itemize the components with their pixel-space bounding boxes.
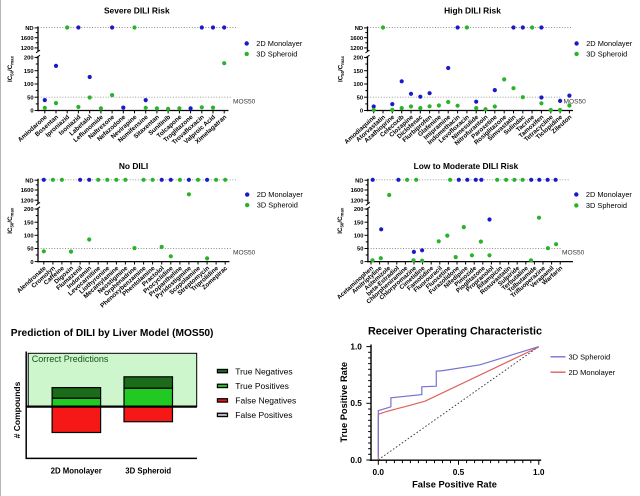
svg-text:MOS50: MOS50	[233, 250, 256, 257]
svg-text:0: 0	[360, 109, 363, 115]
svg-text:50: 50	[357, 247, 363, 253]
svg-text:ND: ND	[355, 26, 363, 32]
svg-text:200: 200	[354, 207, 364, 213]
svg-text:100: 100	[354, 234, 364, 240]
svg-text:True Positives: True Positives	[235, 381, 289, 391]
svg-text:1200: 1200	[351, 198, 364, 204]
svg-text:1200: 1200	[350, 46, 363, 52]
svg-text:True Positive Rate: True Positive Rate	[339, 362, 349, 443]
svg-text:ND: ND	[25, 178, 33, 184]
svg-text:3D Spheroid: 3D Spheroid	[569, 353, 611, 362]
svg-text:2D Monolayer: 2D Monolayer	[256, 39, 303, 48]
svg-text:IC50/Cmax: IC50/Cmax	[7, 55, 14, 82]
svg-text:200: 200	[353, 56, 363, 62]
svg-text:50: 50	[27, 95, 33, 101]
svg-text:150: 150	[353, 69, 363, 75]
svg-text:False Negatives: False Negatives	[235, 396, 296, 406]
svg-text:1200: 1200	[21, 46, 34, 52]
svg-text:High DILI Risk: High DILI Risk	[444, 6, 501, 16]
svg-text:IC50/Cmax: IC50/Cmax	[337, 207, 344, 234]
svg-text:0: 0	[30, 109, 33, 115]
svg-text:150: 150	[24, 69, 34, 75]
svg-text:1600: 1600	[350, 36, 363, 42]
svg-text:ND: ND	[355, 178, 363, 184]
svg-text:MOS50: MOS50	[233, 98, 256, 105]
svg-text:ND: ND	[25, 26, 33, 32]
svg-text:True Negatives: True Negatives	[235, 366, 292, 376]
svg-text:2D Monolayer: 2D Monolayer	[586, 190, 633, 199]
svg-text:0: 0	[360, 260, 363, 266]
svg-text:2D Monolayer: 2D Monolayer	[586, 39, 633, 48]
svg-text:MOS50: MOS50	[562, 250, 585, 257]
svg-text:200: 200	[24, 207, 34, 213]
svg-text:Receiver Operating Characteris: Receiver Operating Characteristic	[368, 326, 542, 338]
svg-text:IC50/Cmax: IC50/Cmax	[7, 207, 14, 234]
svg-text:3D Spheroid: 3D Spheroid	[256, 49, 297, 58]
svg-text:200: 200	[24, 56, 34, 62]
svg-text:1.0: 1.0	[533, 467, 545, 477]
svg-text:3D Spheroid: 3D Spheroid	[586, 49, 627, 58]
svg-text:False Positives: False Positives	[235, 410, 292, 420]
svg-text:MOS50: MOS50	[564, 98, 587, 105]
svg-text:1600: 1600	[21, 188, 34, 194]
svg-text:2D Monolayer: 2D Monolayer	[257, 190, 304, 199]
svg-text:IC50/Cmax: IC50/Cmax	[338, 55, 345, 82]
svg-text:0.0: 0.0	[350, 455, 362, 465]
svg-text:150: 150	[354, 220, 364, 226]
svg-text:3D Spheroid: 3D Spheroid	[125, 467, 171, 476]
svg-text:100: 100	[24, 82, 34, 88]
svg-text:100: 100	[24, 234, 34, 240]
svg-text:0: 0	[30, 260, 33, 266]
svg-text:Correct Predictions: Correct Predictions	[32, 354, 109, 364]
svg-text:Severe DILI Risk: Severe DILI Risk	[104, 6, 170, 16]
svg-text:Low to Moderate DILI Risk: Low to Moderate DILI Risk	[414, 161, 519, 171]
svg-text:3D Spheroid: 3D Spheroid	[257, 201, 298, 210]
svg-text:2D Monolayer: 2D Monolayer	[569, 368, 616, 377]
svg-text:Prediction of DILI by Liver Mo: Prediction of DILI by Liver Model (MOS50…	[11, 328, 214, 339]
svg-text:0.0: 0.0	[373, 467, 385, 477]
svg-text:False Positive Rate: False Positive Rate	[412, 480, 497, 490]
svg-text:50: 50	[27, 247, 33, 253]
svg-text:50: 50	[357, 95, 363, 101]
svg-text:1600: 1600	[21, 36, 34, 42]
svg-text:0.5: 0.5	[350, 398, 362, 408]
svg-text:1200: 1200	[21, 198, 34, 204]
svg-text:150: 150	[24, 220, 34, 226]
svg-text:1.0: 1.0	[350, 342, 362, 352]
svg-text:1600: 1600	[351, 188, 364, 194]
svg-text:2D Monolayer: 2D Monolayer	[51, 467, 102, 476]
svg-text:No DILI: No DILI	[119, 161, 148, 171]
svg-text:100: 100	[353, 82, 363, 88]
svg-text:# Compounds: # Compounds	[12, 381, 22, 438]
svg-text:3D Spheroid: 3D Spheroid	[586, 201, 627, 210]
svg-text:0.5: 0.5	[453, 467, 465, 477]
